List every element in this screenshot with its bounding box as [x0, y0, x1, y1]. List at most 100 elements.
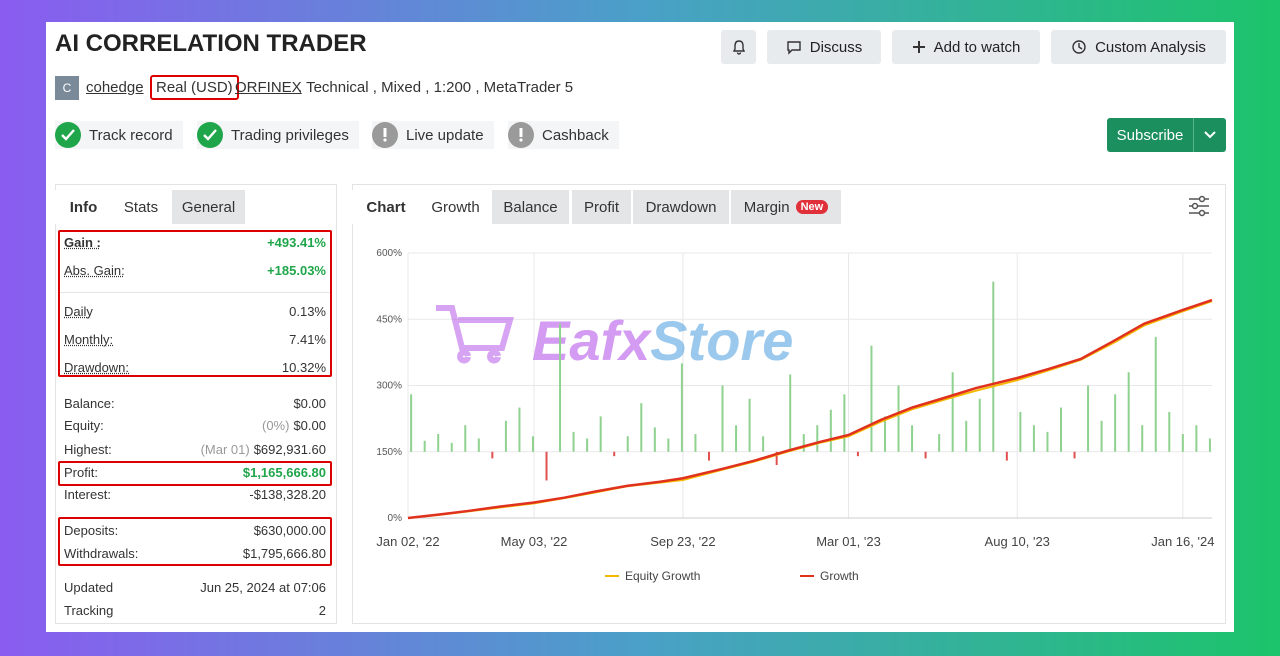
- settings-icon[interactable]: [1186, 193, 1212, 219]
- highlight-box: [58, 517, 332, 566]
- icon: [912, 41, 925, 53]
- profit-bar: [504, 420, 507, 452]
- stat-row: Updated Jun 25, 2024 at 07:06: [64, 580, 326, 595]
- y-tick-label: 450%: [376, 314, 402, 325]
- stat-row: Withdrawals: $1,795,666.80: [64, 546, 326, 561]
- stat-label: Interest:: [64, 487, 111, 502]
- y-tick-label: 600%: [376, 248, 402, 259]
- dropdown[interactable]: [1193, 118, 1226, 152]
- stat-row: Highest: (Mar 01) $692,931.60: [64, 442, 326, 457]
- x-tick-label: Sep 23, '22: [650, 534, 715, 549]
- stat-note: (Mar 01): [200, 442, 250, 457]
- stat-value-wrap: 2: [319, 603, 326, 618]
- stat-value-wrap: $0.00: [293, 396, 326, 411]
- tab-label: Balance: [503, 198, 558, 216]
- chart-tab[interactable]: Margin New: [731, 190, 841, 224]
- stat-row: Abs. Gain: +185.03%: [64, 263, 326, 278]
- stat-value: -$138,328.20: [249, 487, 326, 502]
- profit-bar: [1208, 438, 1211, 452]
- profit-bar: [423, 440, 426, 452]
- discuss-button[interactable]: Discuss: [767, 30, 881, 64]
- highlight-box: [58, 230, 332, 377]
- badge-label: Cashback: [542, 126, 609, 144]
- analysis-button[interactable]: Custom Analysis: [1051, 30, 1226, 64]
- user-link[interactable]: cohedge: [86, 79, 144, 96]
- stat-label: Gain :: [64, 235, 101, 250]
- stat-value-wrap: +493.41%: [267, 235, 326, 250]
- profit-bar: [545, 451, 548, 481]
- subscribe-label: Subscribe: [1116, 126, 1184, 144]
- stat-value: $1,795,666.80: [242, 546, 326, 561]
- stats-tab[interactable]: Info: [55, 190, 112, 224]
- profit-bar: [694, 434, 697, 452]
- chart-panel: [352, 184, 1226, 624]
- chart-tab[interactable]: Chart: [352, 190, 420, 224]
- chart-tab[interactable]: Balance: [492, 190, 569, 224]
- profit-bar: [843, 394, 846, 452]
- stat-row: Monthly: 7.41%: [64, 332, 326, 347]
- stat-row: Deposits: $630,000.00: [64, 523, 326, 538]
- y-tick-label: 0%: [388, 513, 403, 524]
- profit-bar: [437, 434, 440, 452]
- exclaim: [519, 128, 523, 142]
- x-tick-label: Mar 01, '23: [816, 534, 881, 549]
- stat-value-wrap: +185.03%: [267, 263, 326, 278]
- profit-bar: [978, 398, 981, 452]
- profit-bar: [477, 438, 480, 452]
- bell-button[interactable]: [721, 30, 756, 64]
- profit-bar: [667, 438, 670, 452]
- stat-value: $0.00: [293, 418, 326, 433]
- badge-label: Live update: [406, 126, 484, 144]
- profit-bar: [518, 407, 521, 452]
- profit-bar: [1046, 431, 1049, 452]
- profit-bar: [883, 416, 886, 452]
- profit-bar: [680, 363, 683, 452]
- stats-tab[interactable]: Stats: [112, 190, 170, 224]
- stat-value-wrap: $1,165,666.80: [243, 465, 326, 480]
- badge-label: Track record: [89, 126, 173, 144]
- tab-label: Drawdown: [645, 198, 717, 216]
- profit-bar: [870, 345, 873, 452]
- stat-value: $692,931.60: [253, 442, 326, 457]
- profit-bar: [464, 425, 467, 452]
- profit-bar: [1032, 425, 1035, 452]
- subscribe-button[interactable]: Subscribe: [1107, 118, 1226, 152]
- profit-bar: [1059, 407, 1062, 452]
- chart-tab[interactable]: Drawdown: [633, 190, 729, 224]
- legend-label: Growth: [820, 569, 859, 583]
- watch-button[interactable]: Add to watch: [892, 30, 1040, 64]
- profit-bar: [626, 436, 629, 452]
- profit-bar: [789, 374, 792, 452]
- profit-bar: [1005, 451, 1008, 461]
- profit-bar: [491, 451, 494, 459]
- chart-tab[interactable]: Profit: [572, 190, 631, 224]
- chart-tab[interactable]: Growth: [420, 190, 491, 224]
- profit-bar: [1154, 336, 1157, 452]
- profit-bar: [748, 398, 751, 452]
- stat-row: Interest: -$138,328.20: [64, 487, 326, 502]
- chevron: [1204, 131, 1216, 139]
- tab-label: Margin: [743, 198, 790, 216]
- new-badge: New: [795, 200, 829, 214]
- profit-bar: [816, 425, 819, 452]
- button-label: Add to watch: [933, 38, 1021, 56]
- stat-value: $0.00: [293, 396, 326, 411]
- stat-row: Gain : +493.41%: [64, 235, 326, 250]
- badge-icon: [197, 122, 223, 148]
- y-tick-label: 150%: [376, 447, 402, 458]
- broker-link[interactable]: ORFINEX: [235, 79, 302, 96]
- stat-value: $1,165,666.80: [242, 465, 326, 480]
- stat-row: Profit: $1,165,666.80: [64, 465, 326, 480]
- stat-value: 0.13%: [289, 304, 326, 319]
- stats-tab[interactable]: General: [172, 190, 245, 224]
- stat-label: Monthly:: [64, 332, 114, 347]
- badge: Track record: [55, 121, 183, 149]
- stat-value: 7.41%: [289, 332, 326, 347]
- profit-bar: [572, 431, 575, 452]
- profit-bar: [450, 442, 453, 452]
- stat-value: $630,000.00: [253, 523, 326, 538]
- profit-bar: [856, 451, 859, 457]
- stats-panel: [55, 184, 337, 624]
- account-details: , Technical , Mixed , 1:200 , MetaTrader…: [298, 79, 574, 96]
